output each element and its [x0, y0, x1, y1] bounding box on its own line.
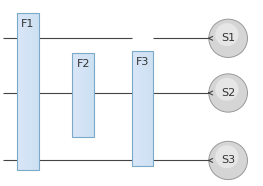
Text: F3: F3 [136, 57, 149, 67]
Text: S3: S3 [221, 155, 235, 165]
Bar [132, 51, 153, 166]
Bar [146, 51, 147, 166]
Bar [136, 51, 137, 166]
Bar [87, 53, 88, 137]
Text: S1: S1 [221, 33, 235, 43]
Bar [134, 51, 135, 166]
Bar [137, 51, 138, 166]
Bar [76, 53, 77, 137]
Bar [88, 53, 89, 137]
Bar [24, 13, 25, 170]
Bar [90, 53, 91, 137]
Bar [132, 51, 133, 166]
Bar [18, 13, 19, 170]
Bar [142, 51, 143, 166]
Text: F1: F1 [21, 19, 34, 29]
Bar [93, 53, 94, 137]
Bar [143, 51, 144, 166]
Bar [36, 13, 37, 170]
Bar [38, 13, 39, 170]
Bar [33, 13, 34, 170]
Bar [149, 51, 150, 166]
Bar [151, 51, 152, 166]
Bar [23, 13, 24, 170]
Bar [20, 13, 21, 170]
Bar [148, 51, 149, 166]
Bar [139, 51, 140, 166]
Bar [79, 53, 80, 137]
Bar [135, 51, 136, 166]
Bar [32, 13, 33, 170]
Bar [74, 53, 75, 137]
Bar [92, 53, 93, 137]
Bar [26, 13, 27, 170]
Bar [21, 13, 22, 170]
Text: F2: F2 [77, 59, 90, 69]
Text: S2: S2 [221, 88, 235, 98]
Bar [72, 53, 73, 137]
Bar [89, 53, 90, 137]
Bar [81, 53, 82, 137]
Bar [72, 53, 94, 137]
Bar [78, 53, 79, 137]
Bar [138, 51, 139, 166]
Bar [91, 53, 92, 137]
Bar [22, 13, 23, 170]
Bar [85, 53, 86, 137]
Bar [84, 53, 85, 137]
Bar [86, 53, 87, 137]
Ellipse shape [209, 74, 247, 112]
Bar [37, 13, 38, 170]
Bar [73, 53, 74, 137]
Bar [144, 51, 145, 166]
Bar [29, 13, 30, 170]
Bar [82, 53, 83, 137]
Bar [31, 13, 32, 170]
Ellipse shape [215, 23, 239, 46]
Ellipse shape [209, 19, 247, 57]
Bar [147, 51, 148, 166]
Bar [25, 13, 26, 170]
Bar [28, 13, 29, 170]
Bar [17, 13, 18, 170]
Bar [17, 13, 39, 170]
Bar [141, 51, 142, 166]
Bar [152, 51, 153, 166]
Bar [35, 13, 36, 170]
Bar [30, 13, 31, 170]
Ellipse shape [215, 145, 239, 168]
Bar [140, 51, 141, 166]
Bar [34, 13, 35, 170]
Bar [150, 51, 151, 166]
Ellipse shape [215, 78, 239, 101]
Bar [133, 51, 134, 166]
Bar [77, 53, 78, 137]
Bar [27, 13, 28, 170]
Ellipse shape [209, 141, 247, 180]
Bar [83, 53, 84, 137]
Bar [80, 53, 81, 137]
Bar [145, 51, 146, 166]
Bar [75, 53, 76, 137]
Bar [19, 13, 20, 170]
